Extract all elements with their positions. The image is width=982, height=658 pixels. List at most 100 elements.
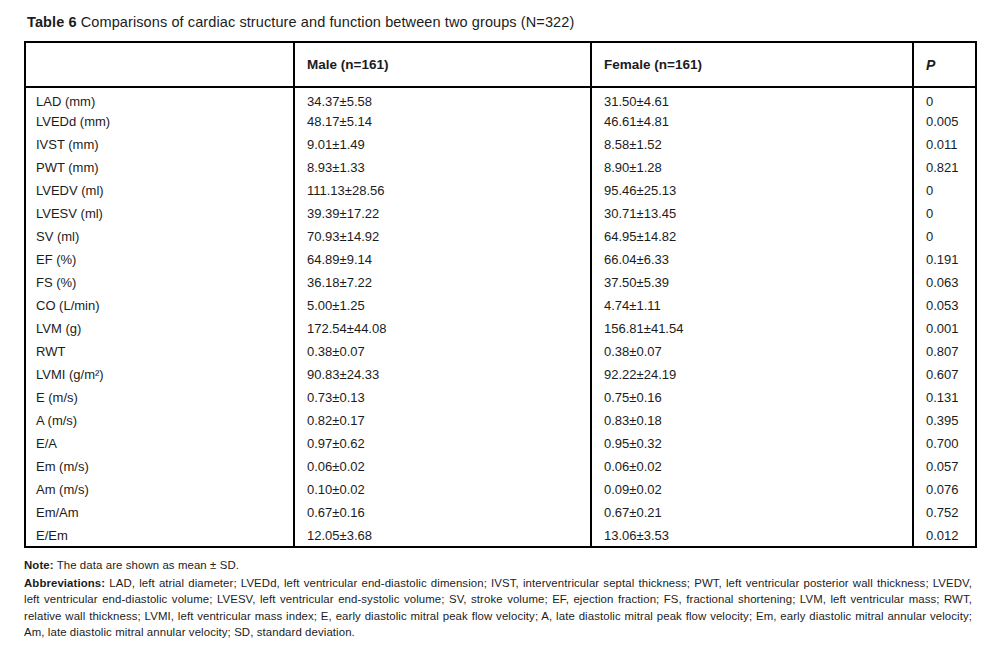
table-row: E/Em12.05±3.6813.06±3.530.012 [25, 524, 976, 547]
female-value: 0.75±0.16 [591, 386, 913, 409]
page: Table 6 Comparisons of cardiac structure… [0, 0, 982, 658]
note-label: Note: [24, 559, 54, 571]
male-value: 0.06±0.02 [294, 455, 591, 478]
row-label: RWT [25, 340, 294, 363]
header-row: Male (n=161) Female (n=161) P [25, 42, 976, 87]
table-row: IVST (mm)9.01±1.498.58±1.520.011 [25, 133, 976, 156]
table-row: LVMI (g/m²)90.83±24.3392.22±24.190.607 [25, 363, 976, 386]
table-row: SV (ml)70.93±14.9264.95±14.820 [25, 225, 976, 248]
row-label: Em (m/s) [25, 455, 294, 478]
table-number: Table 6 [27, 14, 77, 30]
p-value: 0.752 [913, 501, 976, 524]
table-title: Table 6 Comparisons of cardiac structure… [27, 12, 975, 32]
row-label: Am (m/s) [25, 478, 294, 501]
female-value: 4.74±1.11 [591, 294, 913, 317]
table-row: Am (m/s)0.10±0.020.09±0.020.076 [25, 478, 976, 501]
row-label: E/A [25, 432, 294, 455]
note-line: Note: The data are shown as mean ± SD. [24, 557, 972, 574]
female-value: 37.50±5.39 [591, 271, 913, 294]
row-label: FS (%) [25, 271, 294, 294]
table-row: PWT (mm)8.93±1.338.90±1.280.821 [25, 156, 976, 179]
table-row: LVEDd (mm)48.17±5.1446.61±4.810.005 [25, 110, 976, 133]
comparison-table: Male (n=161) Female (n=161) P LAD (mm)34… [24, 41, 977, 548]
female-value: 0.09±0.02 [591, 478, 913, 501]
row-label: IVST (mm) [25, 133, 294, 156]
row-label: Em/Am [25, 501, 294, 524]
row-label: LAD (mm) [25, 87, 294, 110]
female-value: 13.06±3.53 [591, 524, 913, 547]
abbreviations-label: Abbreviations: [24, 577, 105, 589]
table-row: RWT0.38±0.070.38±0.070.807 [25, 340, 976, 363]
p-value: 0.012 [913, 524, 976, 547]
p-value: 0.005 [913, 110, 976, 133]
p-value: 0.807 [913, 340, 976, 363]
row-label: CO (L/min) [25, 294, 294, 317]
male-value: 5.00±1.25 [294, 294, 591, 317]
male-value: 70.93±14.92 [294, 225, 591, 248]
row-label: LVEDV (ml) [25, 179, 294, 202]
female-value: 0.06±0.02 [591, 455, 913, 478]
male-value: 90.83±24.33 [294, 363, 591, 386]
male-value: 12.05±3.68 [294, 524, 591, 547]
female-value: 0.38±0.07 [591, 340, 913, 363]
abbreviations-line: Abbreviations: LAD, left atrial diameter… [24, 575, 972, 641]
female-value: 8.90±1.28 [591, 156, 913, 179]
table-row: E (m/s)0.73±0.130.75±0.160.131 [25, 386, 976, 409]
table-row: LVEDV (ml)111.13±28.5695.46±25.130 [25, 179, 976, 202]
male-value: 0.10±0.02 [294, 478, 591, 501]
p-value: 0.011 [913, 133, 976, 156]
table-row: Em/Am0.67±0.160.67±0.210.752 [25, 501, 976, 524]
female-value: 0.83±0.18 [591, 409, 913, 432]
female-value: 8.58±1.52 [591, 133, 913, 156]
row-label: LVESV (ml) [25, 202, 294, 225]
row-label: LVMI (g/m²) [25, 363, 294, 386]
p-value: 0 [913, 87, 976, 110]
male-value: 0.97±0.62 [294, 432, 591, 455]
table-row: Em (m/s)0.06±0.020.06±0.020.057 [25, 455, 976, 478]
table-row: LAD (mm)34.37±5.5831.50±4.610 [25, 87, 976, 110]
female-value: 156.81±41.54 [591, 317, 913, 340]
header-female: Female (n=161) [591, 42, 913, 87]
row-label: LVEDd (mm) [25, 110, 294, 133]
table-row: CO (L/min)5.00±1.254.74±1.110.053 [25, 294, 976, 317]
female-value: 92.22±24.19 [591, 363, 913, 386]
p-value: 0.001 [913, 317, 976, 340]
p-value: 0.607 [913, 363, 976, 386]
male-value: 0.67±0.16 [294, 501, 591, 524]
table-row: LVESV (ml)39.39±17.2230.71±13.450 [25, 202, 976, 225]
male-value: 39.39±17.22 [294, 202, 591, 225]
header-male: Male (n=161) [294, 42, 591, 87]
table-footnotes: Note: The data are shown as mean ± SD. A… [24, 557, 972, 641]
row-label: A (m/s) [25, 409, 294, 432]
male-value: 0.82±0.17 [294, 409, 591, 432]
header-p-value: P [913, 42, 976, 87]
female-value: 64.95±14.82 [591, 225, 913, 248]
p-value: 0.821 [913, 156, 976, 179]
row-label: E/Em [25, 524, 294, 547]
p-value: 0.053 [913, 294, 976, 317]
table-caption: Comparisons of cardiac structure and fun… [81, 14, 575, 30]
table-row: A (m/s)0.82±0.170.83±0.180.395 [25, 409, 976, 432]
male-value: 0.73±0.13 [294, 386, 591, 409]
female-value: 0.67±0.21 [591, 501, 913, 524]
female-value: 66.04±6.33 [591, 248, 913, 271]
male-value: 9.01±1.49 [294, 133, 591, 156]
table-row: LVM (g)172.54±44.08156.81±41.540.001 [25, 317, 976, 340]
p-value: 0.395 [913, 409, 976, 432]
p-value: 0.191 [913, 248, 976, 271]
male-value: 48.17±5.14 [294, 110, 591, 133]
female-value: 0.95±0.32 [591, 432, 913, 455]
male-value: 34.37±5.58 [294, 87, 591, 110]
male-value: 36.18±7.22 [294, 271, 591, 294]
p-value: 0.076 [913, 478, 976, 501]
row-label: EF (%) [25, 248, 294, 271]
male-value: 8.93±1.33 [294, 156, 591, 179]
p-value: 0 [913, 202, 976, 225]
p-value: 0.057 [913, 455, 976, 478]
p-value: 0.700 [913, 432, 976, 455]
abbreviations-text: LAD, left atrial diameter; LVEDd, left v… [24, 577, 972, 639]
row-label: SV (ml) [25, 225, 294, 248]
row-label: PWT (mm) [25, 156, 294, 179]
table-row: E/A0.97±0.620.95±0.320.700 [25, 432, 976, 455]
female-value: 46.61±4.81 [591, 110, 913, 133]
